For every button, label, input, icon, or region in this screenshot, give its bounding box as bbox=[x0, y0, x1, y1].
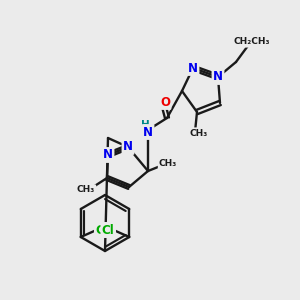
Text: CH₃: CH₃ bbox=[190, 128, 208, 137]
Text: N: N bbox=[143, 125, 153, 139]
Text: CH₃: CH₃ bbox=[159, 160, 177, 169]
Text: H: H bbox=[141, 120, 149, 130]
Text: Cl: Cl bbox=[95, 224, 108, 236]
Text: N: N bbox=[103, 148, 113, 161]
Text: N: N bbox=[188, 61, 198, 74]
Text: O: O bbox=[160, 95, 170, 109]
Text: N: N bbox=[213, 70, 223, 83]
Text: CH₂CH₃: CH₂CH₃ bbox=[234, 38, 270, 46]
Text: CH₃: CH₃ bbox=[77, 185, 95, 194]
Text: N: N bbox=[123, 140, 133, 154]
Text: Cl: Cl bbox=[102, 224, 115, 236]
